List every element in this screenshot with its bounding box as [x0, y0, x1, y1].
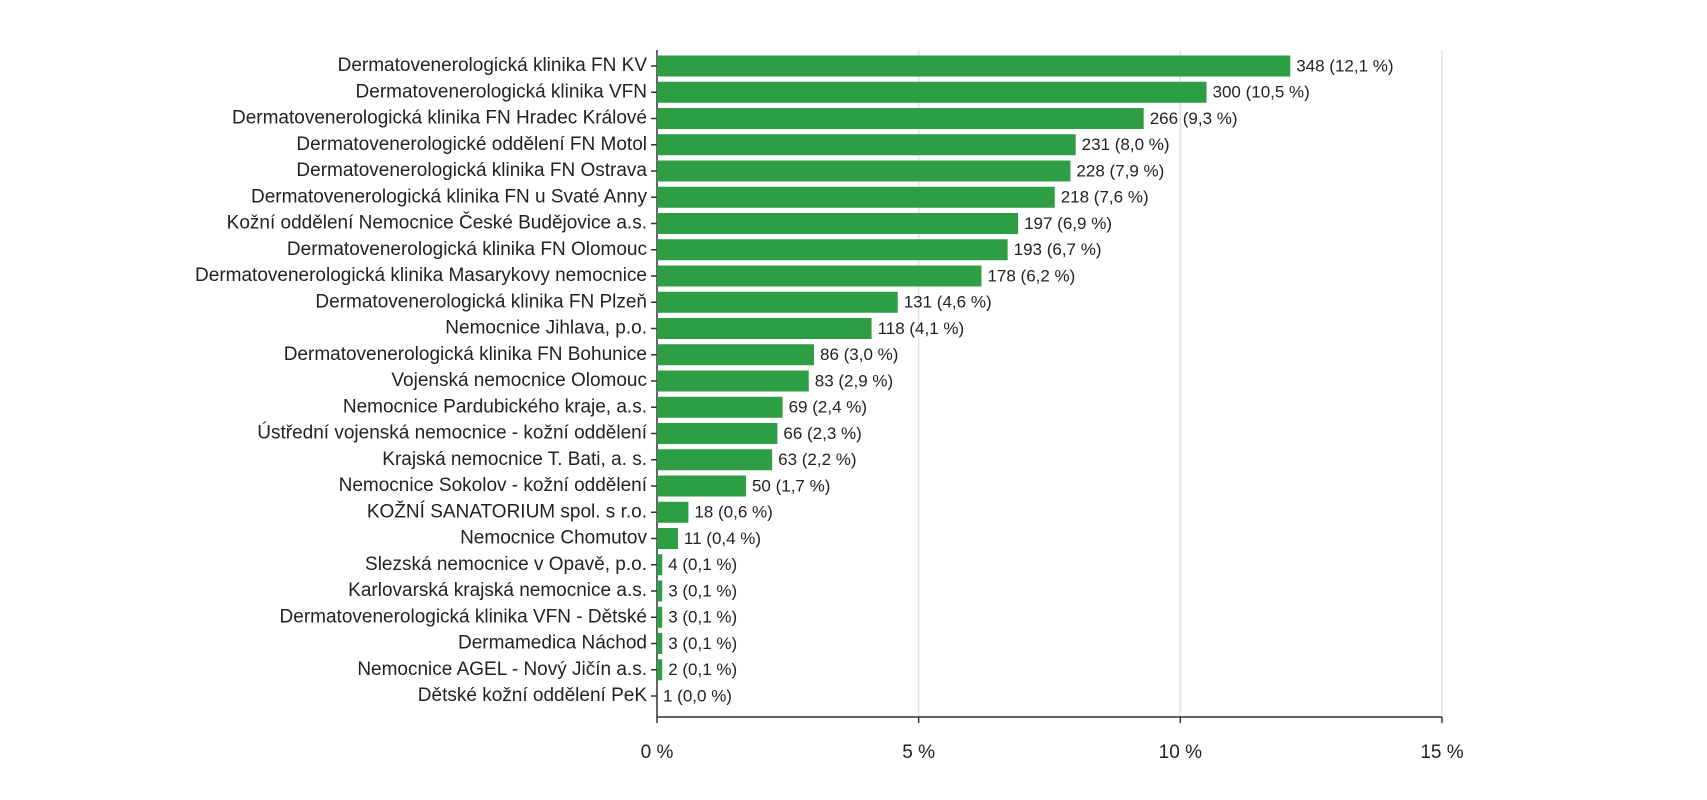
y-tick-label: Dermatovenerologická klinika FN Olomouc: [287, 239, 647, 260]
y-tick-label: Dermatovenerologická klinika FN Plzeň: [315, 291, 647, 312]
x-tick-label: 5 %: [902, 742, 935, 763]
y-tick-label: Dermatovenerologická klinika FN Bohunice: [284, 344, 647, 365]
y-tick-label: Vojenská nemocnice Olomouc: [391, 370, 647, 391]
data-label: 2 (0,1 %): [668, 660, 737, 679]
data-label: 1 (0,0 %): [663, 686, 732, 705]
bar: [657, 186, 1055, 208]
bar: [657, 81, 1207, 103]
data-label: 197 (6,9 %): [1024, 214, 1112, 233]
data-label: 66 (2,3 %): [783, 424, 861, 443]
bar: [657, 239, 1008, 261]
y-tick-label: Nemocnice Chomutov: [460, 528, 647, 549]
data-label: 50 (1,7 %): [752, 476, 830, 495]
data-label: 3 (0,1 %): [668, 581, 737, 600]
y-tick-label: Dermatovenerologická klinika Masarykovy …: [195, 265, 647, 286]
data-label: 228 (7,9 %): [1076, 161, 1164, 180]
bar: [657, 318, 872, 339]
bar: [657, 580, 663, 602]
y-tick-label: Nemocnice AGEL - Nový Jičín a.s.: [357, 659, 647, 680]
y-tick-label: Dětské kožní oddělení PeK: [418, 685, 648, 706]
data-label: 18 (0,6 %): [694, 503, 772, 522]
bar: [657, 370, 809, 392]
bar: [657, 134, 1076, 156]
y-tick-label: Dermatovenerologická klinika VFN: [356, 81, 647, 102]
bar: [657, 265, 982, 287]
y-tick-label: Ústřední vojenská nemocnice - kožní oddě…: [257, 422, 647, 444]
bar: [657, 633, 663, 654]
data-label: 348 (12,1 %): [1296, 56, 1393, 75]
data-label: 178 (6,2 %): [987, 266, 1075, 285]
y-tick-label: Dermatovenerologická klinika FN KV: [338, 55, 648, 76]
bar: [657, 659, 663, 681]
bar: [657, 396, 783, 418]
data-label: 3 (0,1 %): [668, 608, 737, 627]
y-tick-label: Dermatovenerologická klinika VFN - Dětsk…: [280, 606, 647, 627]
bar: [657, 501, 689, 523]
bar: [657, 554, 663, 576]
data-label: 83 (2,9 %): [815, 371, 893, 390]
data-label: 69 (2,4 %): [789, 398, 867, 417]
bar: [657, 213, 1019, 234]
data-label: 131 (4,6 %): [904, 293, 992, 312]
data-label: 193 (6,7 %): [1014, 240, 1102, 259]
data-label: 118 (4,1 %): [878, 319, 965, 338]
bar: [657, 606, 663, 628]
bar: [657, 108, 1144, 129]
y-tick-label: Dermatovenerologická klinika FN u Svaté …: [251, 186, 648, 207]
x-tick-label: 0 %: [641, 742, 674, 763]
bar: [657, 528, 678, 549]
bar: [657, 55, 1291, 77]
x-tick-label: 15 %: [1420, 742, 1463, 763]
data-label: 231 (8,0 %): [1082, 135, 1170, 154]
y-tick-label: Dermatovenerologická klinika FN Ostrava: [296, 160, 647, 181]
y-tick-label: KOŽNÍ SANATORIUM spol. s r.o.: [367, 500, 647, 522]
bar: [657, 344, 814, 366]
bar: [657, 160, 1071, 182]
y-tick-label: Dermatovenerologická klinika FN Hradec K…: [232, 108, 647, 129]
y-tick-label: Nemocnice Pardubického kraje, a.s.: [343, 396, 647, 417]
data-label: 11 (0,4 %): [684, 529, 761, 548]
data-label: 300 (10,5 %): [1213, 83, 1310, 102]
bar: [657, 449, 773, 471]
y-tick-label: Dermamedica Náchod: [458, 633, 647, 654]
y-tick-label: Karlovarská krajská nemocnice a.s.: [348, 580, 647, 601]
data-label: 63 (2,2 %): [778, 450, 856, 469]
data-label: 218 (7,6 %): [1061, 188, 1149, 207]
bar: [657, 291, 898, 313]
y-tick-label: Slezská nemocnice v Opavě, p.o.: [365, 554, 647, 575]
y-tick-label: Dermatovenerologické oddělení FN Motol: [296, 134, 647, 155]
bar: [657, 423, 778, 444]
data-label: 3 (0,1 %): [668, 634, 737, 653]
y-tick-label: Nemocnice Jihlava, p.o.: [445, 318, 647, 339]
y-tick-label: Nemocnice Sokolov - kožní oddělení: [339, 475, 648, 496]
data-label: 4 (0,1 %): [668, 555, 737, 574]
y-tick-label: Krajská nemocnice T. Bati, a. s.: [382, 449, 647, 470]
y-tick-label: Kožní oddělení Nemocnice České Budějovic…: [227, 212, 647, 234]
x-tick-label: 10 %: [1159, 742, 1202, 763]
data-label: 86 (3,0 %): [820, 345, 898, 364]
data-label: 266 (9,3 %): [1150, 109, 1238, 128]
bar: [657, 475, 746, 497]
